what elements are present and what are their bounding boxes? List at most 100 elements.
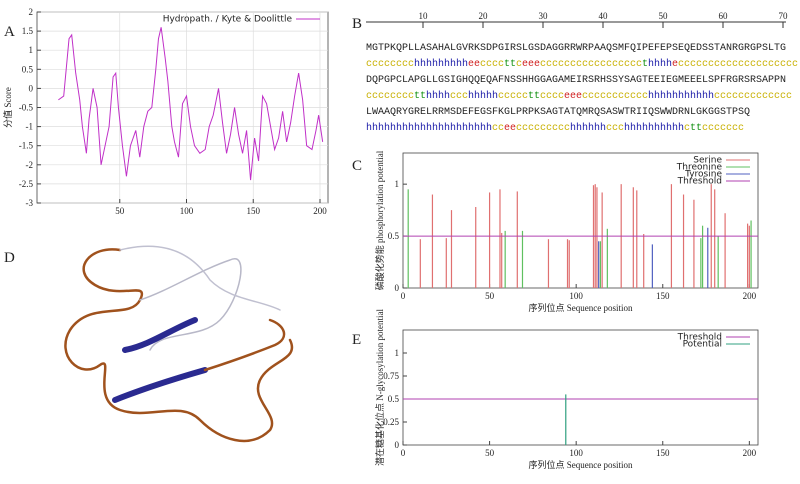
bar — [606, 228, 608, 288]
data-line — [58, 27, 324, 181]
y-tick-label: 2 — [29, 7, 34, 17]
protein-structure — [64, 245, 294, 443]
bar — [407, 189, 409, 288]
y-tick-label: -0.5 — [19, 103, 34, 113]
bar — [501, 232, 503, 288]
bar — [565, 394, 567, 445]
y-tick-label: -1 — [26, 122, 34, 132]
ruler-label: 20 — [479, 11, 489, 21]
y-tick-label: 0.5 — [388, 394, 400, 404]
bar — [499, 189, 501, 288]
y-tick-label: -2.5 — [19, 179, 34, 189]
sequence-line: LWAAQRYGRELRRMSDEFEGSFKGLPRPKSAGTATQMRQS… — [366, 107, 750, 118]
y-tick-label: 0 — [395, 283, 400, 293]
bar — [516, 191, 518, 288]
panel-label: C — [352, 158, 362, 174]
bar — [599, 241, 602, 288]
y-axis-label: 分值 Score — [2, 87, 13, 128]
legend-label: Threshold — [677, 177, 722, 187]
bar — [568, 240, 570, 288]
bar — [598, 241, 600, 288]
bar — [632, 187, 634, 288]
x-tick-label: 150 — [656, 448, 670, 458]
y-tick-label: -2 — [26, 160, 34, 170]
bar — [475, 207, 477, 288]
y-tick-label: 1 — [395, 179, 400, 189]
x-tick-label: 50 — [115, 206, 125, 216]
bar — [450, 210, 453, 288]
structure-line: cccccccctthhhhccchhhhhcccccttcccceeecccc… — [366, 90, 792, 102]
ruler-label: 10 — [419, 11, 429, 21]
x-tick-label: 0 — [401, 448, 406, 458]
y-axis-label: 磷酸化势能 phosphorylation potential — [374, 150, 385, 290]
legend-label: Tyrosine — [684, 170, 722, 180]
ruler-label: 50 — [659, 11, 669, 21]
bar — [521, 230, 524, 288]
bar — [488, 192, 491, 288]
sequence-line: DQPGPCLAPGLLGSIGHQQEQAFNSSHHGGAGAMEIRSRH… — [366, 75, 786, 86]
bar — [682, 194, 685, 288]
legend-label: Threonine — [676, 163, 723, 173]
bar — [701, 225, 704, 288]
bar — [431, 194, 434, 288]
panel-label: E — [352, 332, 361, 348]
y-tick-label: -3 — [26, 198, 34, 208]
bar — [592, 185, 595, 288]
bar — [707, 227, 709, 288]
bar — [724, 213, 726, 288]
bar — [717, 236, 719, 288]
y-tick-label: -1.5 — [19, 141, 34, 151]
bar — [747, 223, 749, 288]
x-axis-label: 序列位点 Sequence position — [529, 459, 633, 470]
y-tick-label: 0.25 — [383, 417, 399, 427]
legend-label: Serine — [693, 156, 722, 166]
bar — [419, 239, 421, 288]
x-tick-label: 200 — [743, 448, 757, 458]
ruler-label: 40 — [599, 11, 609, 21]
bar — [693, 199, 695, 288]
x-tick-label: 0 — [401, 291, 406, 301]
panel-label: B — [352, 16, 362, 32]
bar — [750, 220, 752, 288]
y-tick-label: 0 — [29, 83, 34, 93]
bar — [748, 225, 750, 288]
y-axis-label: 潜在糖基化位点 N-glycosylation potential — [374, 309, 385, 466]
x-tick-label: 50 — [485, 448, 495, 458]
structure-line: hhhhhhhhhhhhhhhhhhhhhcceeccccccccchhhhhh… — [366, 122, 744, 134]
y-tick-label: 1 — [29, 45, 34, 55]
panel-label: D — [4, 250, 15, 266]
legend-label: Threshold — [677, 333, 722, 343]
bar — [700, 238, 702, 288]
bar — [596, 187, 598, 288]
bar — [445, 238, 447, 288]
bar — [601, 192, 603, 288]
bar — [636, 190, 638, 288]
legend-label: Potential — [683, 340, 722, 350]
x-tick-label: 150 — [246, 206, 260, 216]
ruler-label: 30 — [539, 11, 549, 21]
x-tick-label: 150 — [656, 291, 670, 301]
y-tick-label: 0.5 — [388, 231, 400, 241]
plot-frame — [402, 152, 759, 289]
y-tick-label: 1.5 — [22, 26, 34, 36]
y-tick-label: 0.75 — [383, 371, 399, 381]
y-tick-label: 0.5 — [22, 64, 34, 74]
x-tick-label: 100 — [569, 448, 583, 458]
x-tick-label: 200 — [313, 206, 327, 216]
structure-line: cccccccchhhhhhhhheeccccttceeeccccccccccc… — [366, 58, 798, 70]
bar — [643, 234, 645, 288]
sequence-line: MGTPKQPLLASAHALGVRKSDPGIRSLGSDAGGRRWRPAA… — [366, 43, 786, 54]
x-tick-label: 100 — [180, 206, 194, 216]
legend-label: Hydropath. / Kyte & Doolittle — [163, 15, 293, 25]
y-tick-label: 1 — [395, 348, 400, 358]
bar — [651, 244, 653, 288]
bar — [566, 239, 569, 288]
ruler-label: 60 — [719, 11, 729, 21]
x-axis-label: 序列位点 Sequence position — [529, 302, 633, 313]
x-tick-label: 200 — [743, 291, 757, 301]
bar — [504, 230, 506, 288]
x-tick-label: 50 — [485, 291, 495, 301]
plot-frame — [402, 329, 759, 446]
ruler-label: 70 — [779, 11, 789, 21]
